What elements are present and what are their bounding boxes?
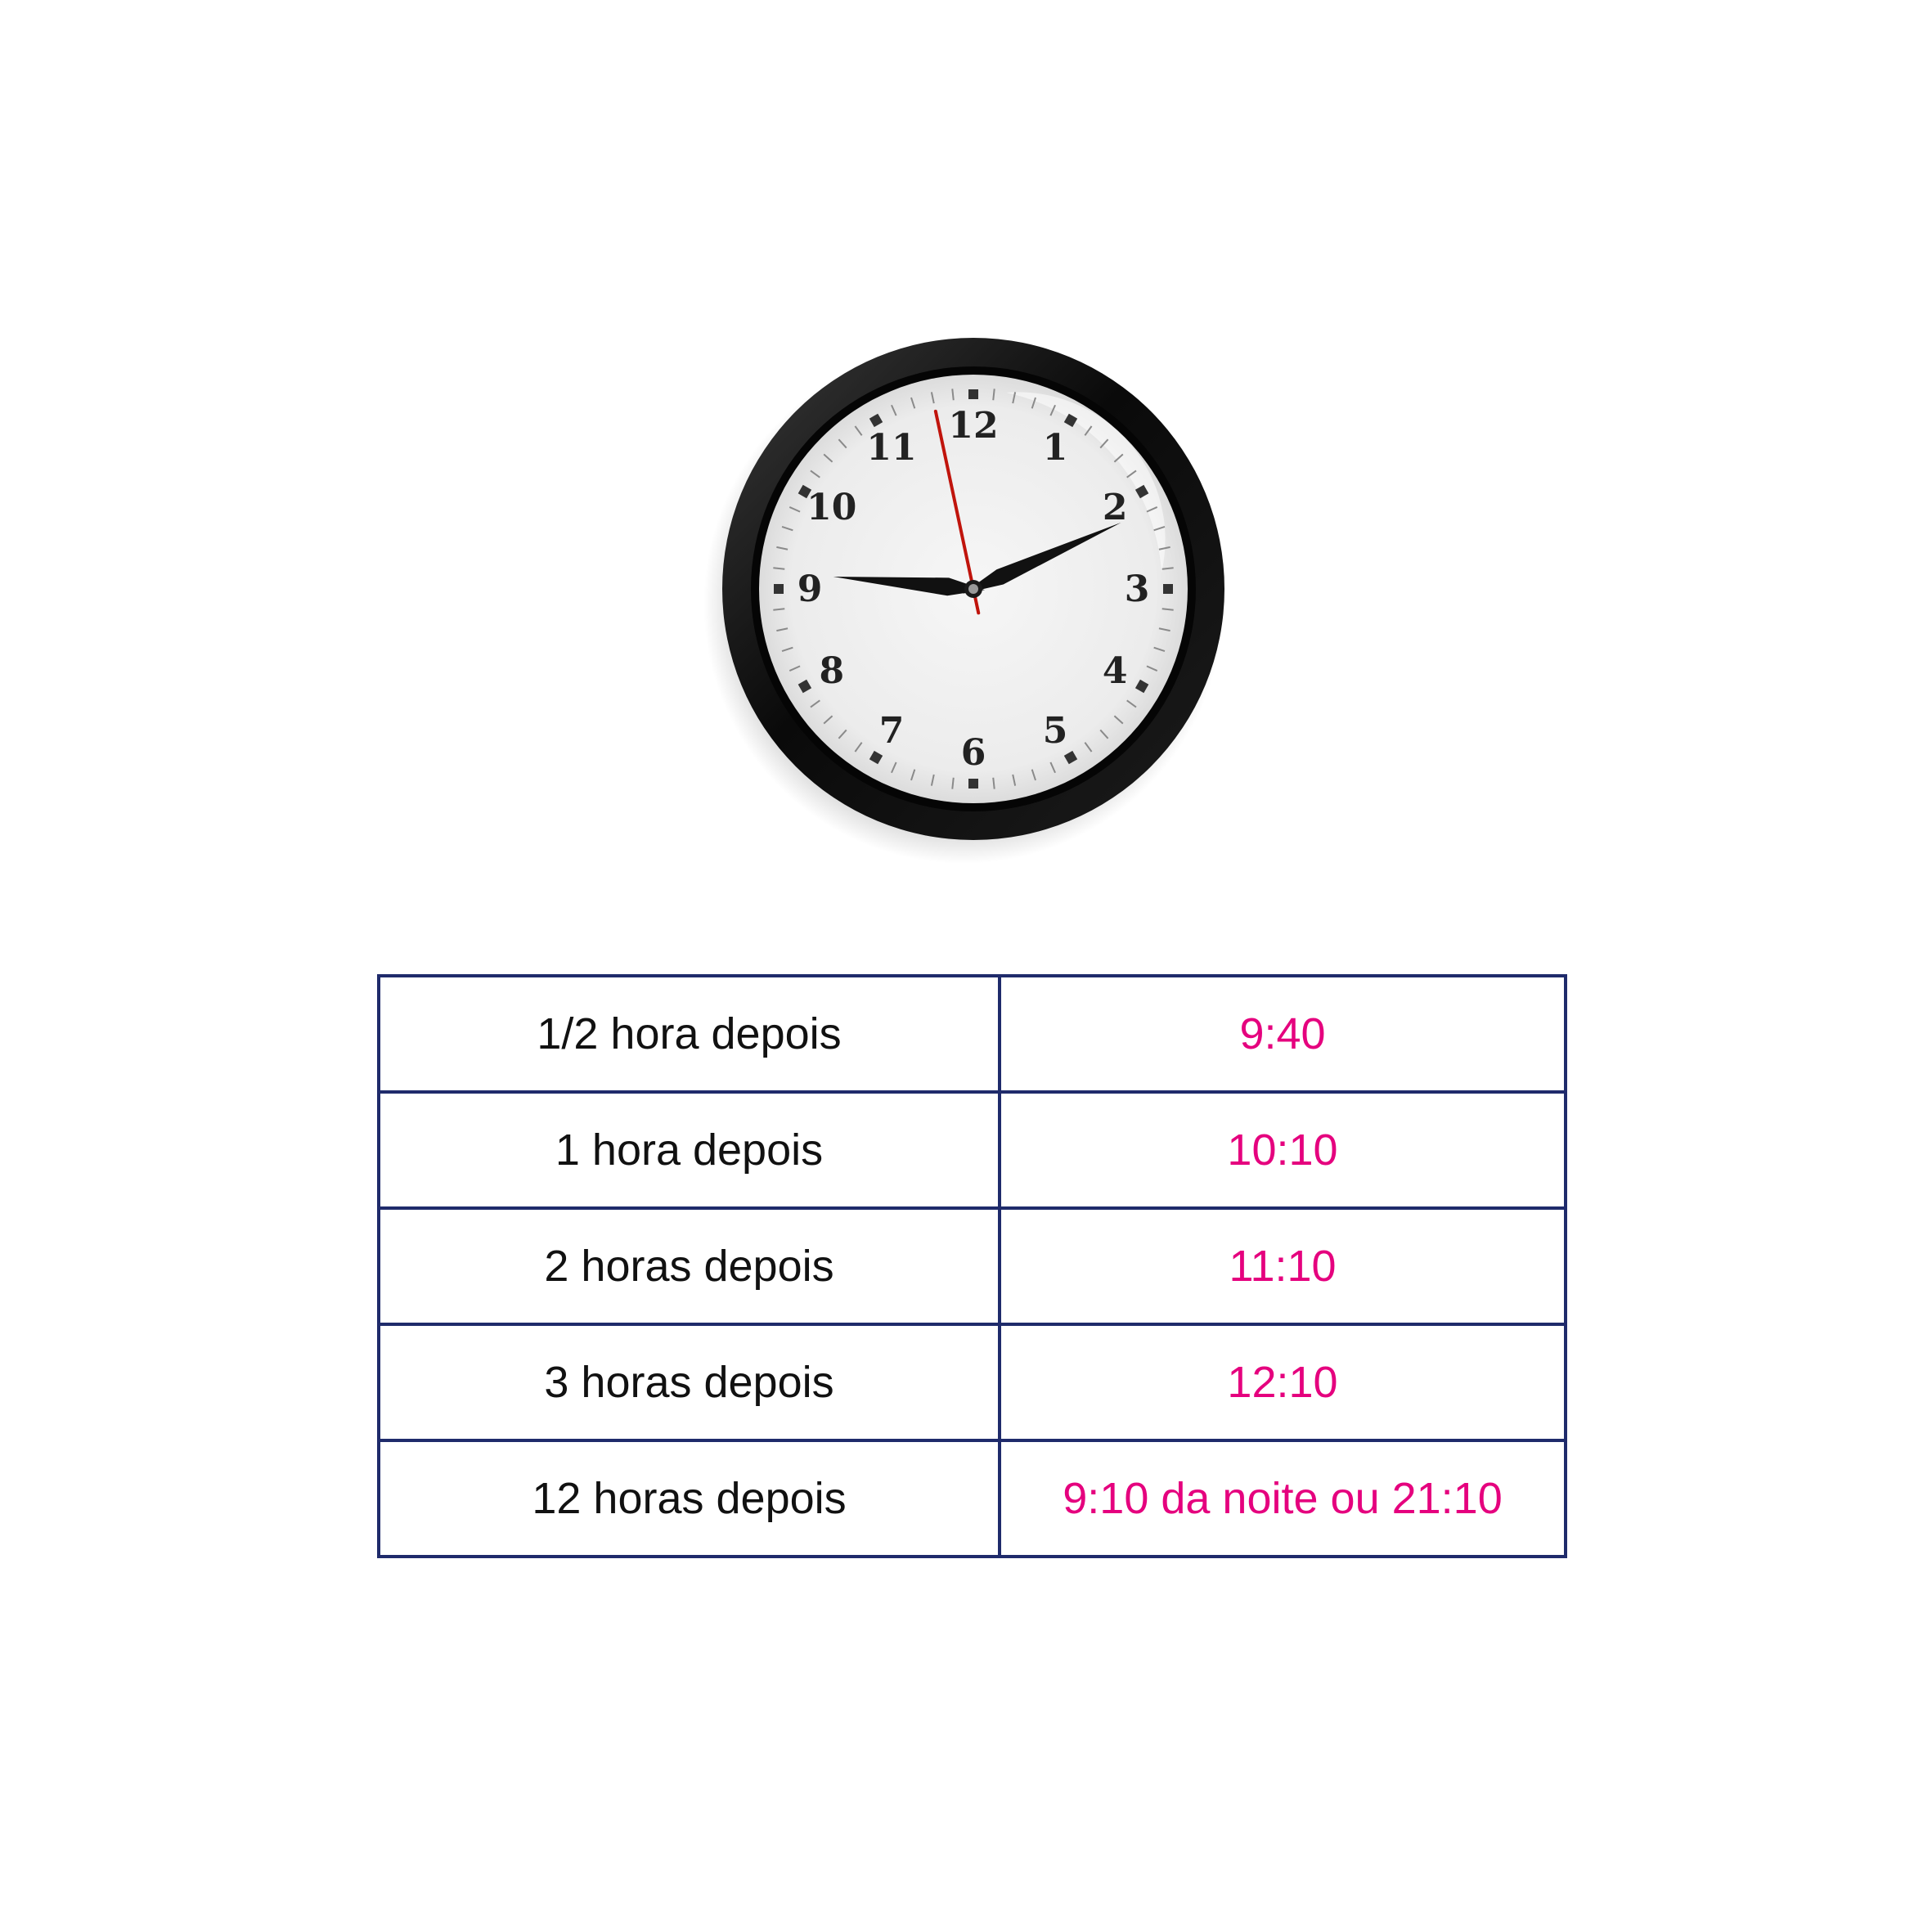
minute-tick [823,715,833,725]
minute-tick [910,769,916,781]
minute-tick [810,699,820,708]
clock-numeral: 2 [1103,487,1128,528]
clock-numeral: 3 [1125,568,1150,610]
clock-numeral: 1 [1043,427,1068,469]
minute-tick [1084,742,1093,753]
row-value: 12:10 [998,1323,1567,1442]
clock-numeral: 4 [1103,650,1128,692]
minute-tick [776,627,789,632]
minute-tick [1012,392,1017,404]
minute-tick [992,389,995,401]
table-row: 3 horas depois 12:10 [377,1323,1567,1442]
hour-marker [1063,413,1078,428]
row-value: 9:40 [998,974,1567,1094]
row-value: 9:10 da noite ou 21:10 [998,1439,1567,1558]
hour-marker [774,584,784,594]
table-row: 1/2 hora depois 9:40 [377,974,1567,1094]
minute-tick [781,526,793,532]
minute-tick [930,392,935,404]
second-hand [933,409,981,615]
hour-marker [869,413,883,428]
hour-marker [968,779,978,789]
minute-tick [1049,404,1056,416]
row-value: 10:10 [998,1090,1567,1210]
minute-tick [1146,506,1158,513]
hour-marker [798,679,812,694]
hour-marker [798,484,812,499]
clock-numeral: 11 [866,427,916,469]
row-label: 1 hora depois [377,1090,1001,1210]
minute-tick [1099,438,1109,449]
minute-tick [776,546,789,550]
minute-tick [1113,715,1124,725]
minute-tick [1031,397,1036,409]
minute-tick [1012,774,1017,786]
row-label: 2 horas depois [377,1206,1001,1326]
clock-numeral: 8 [819,650,844,692]
clock-numeral: 12 [948,405,998,447]
minute-tick [891,762,897,774]
table-row: 2 horas depois 11:10 [377,1206,1567,1326]
minute-tick [838,438,847,449]
row-label: 1/2 hora depois [377,974,1001,1094]
minute-tick [810,470,820,479]
center-pin [968,584,978,594]
hour-marker [1134,679,1149,694]
minute-hand [963,522,1121,594]
clock-numeral: 9 [798,568,823,610]
row-label: 3 horas depois [377,1323,1001,1442]
clock-glare [1006,392,1166,573]
minute-tick [854,742,863,753]
clock-numeral: 6 [961,732,986,774]
clock-numeral: 5 [1043,710,1068,752]
minute-tick [823,453,833,463]
minute-tick [1126,699,1137,708]
minute-tick [1158,627,1170,632]
minute-tick [789,506,801,513]
hour-marker [968,389,978,399]
minute-tick [1153,646,1166,652]
time-table: 1/2 hora depois 9:40 1 hora depois 10:10… [377,974,1567,1558]
minute-tick [1126,470,1137,479]
hour-marker [1063,750,1078,765]
minute-tick [1113,453,1124,463]
minute-tick [781,646,793,652]
row-label: 12 horas depois [377,1439,1001,1558]
table-row: 1 hora depois 10:10 [377,1090,1567,1210]
minute-tick [930,774,935,786]
hour-hand [833,577,985,596]
minute-tick [789,665,801,672]
minute-tick [1146,665,1158,672]
minute-tick [1031,769,1036,781]
hour-marker [869,750,883,765]
minute-tick [854,425,863,436]
minute-tick [1158,546,1170,550]
clock-numeral: 10 [806,487,856,528]
minute-tick [891,404,897,416]
minute-tick [951,777,955,789]
minute-tick [1049,762,1056,774]
minute-tick [992,777,995,789]
minute-tick [1084,425,1093,436]
table-row: 12 horas depois 9:10 da noite ou 21:10 [377,1439,1567,1558]
minute-tick [838,729,847,739]
minute-tick [1153,526,1166,532]
clock-ticks [773,389,1174,789]
minute-tick [951,389,955,401]
row-value: 11:10 [998,1206,1567,1326]
hour-marker [1134,484,1149,499]
minute-tick [910,397,916,409]
clock-numeral: 7 [879,710,905,752]
minute-tick [1099,729,1109,739]
hour-marker [1163,584,1173,594]
